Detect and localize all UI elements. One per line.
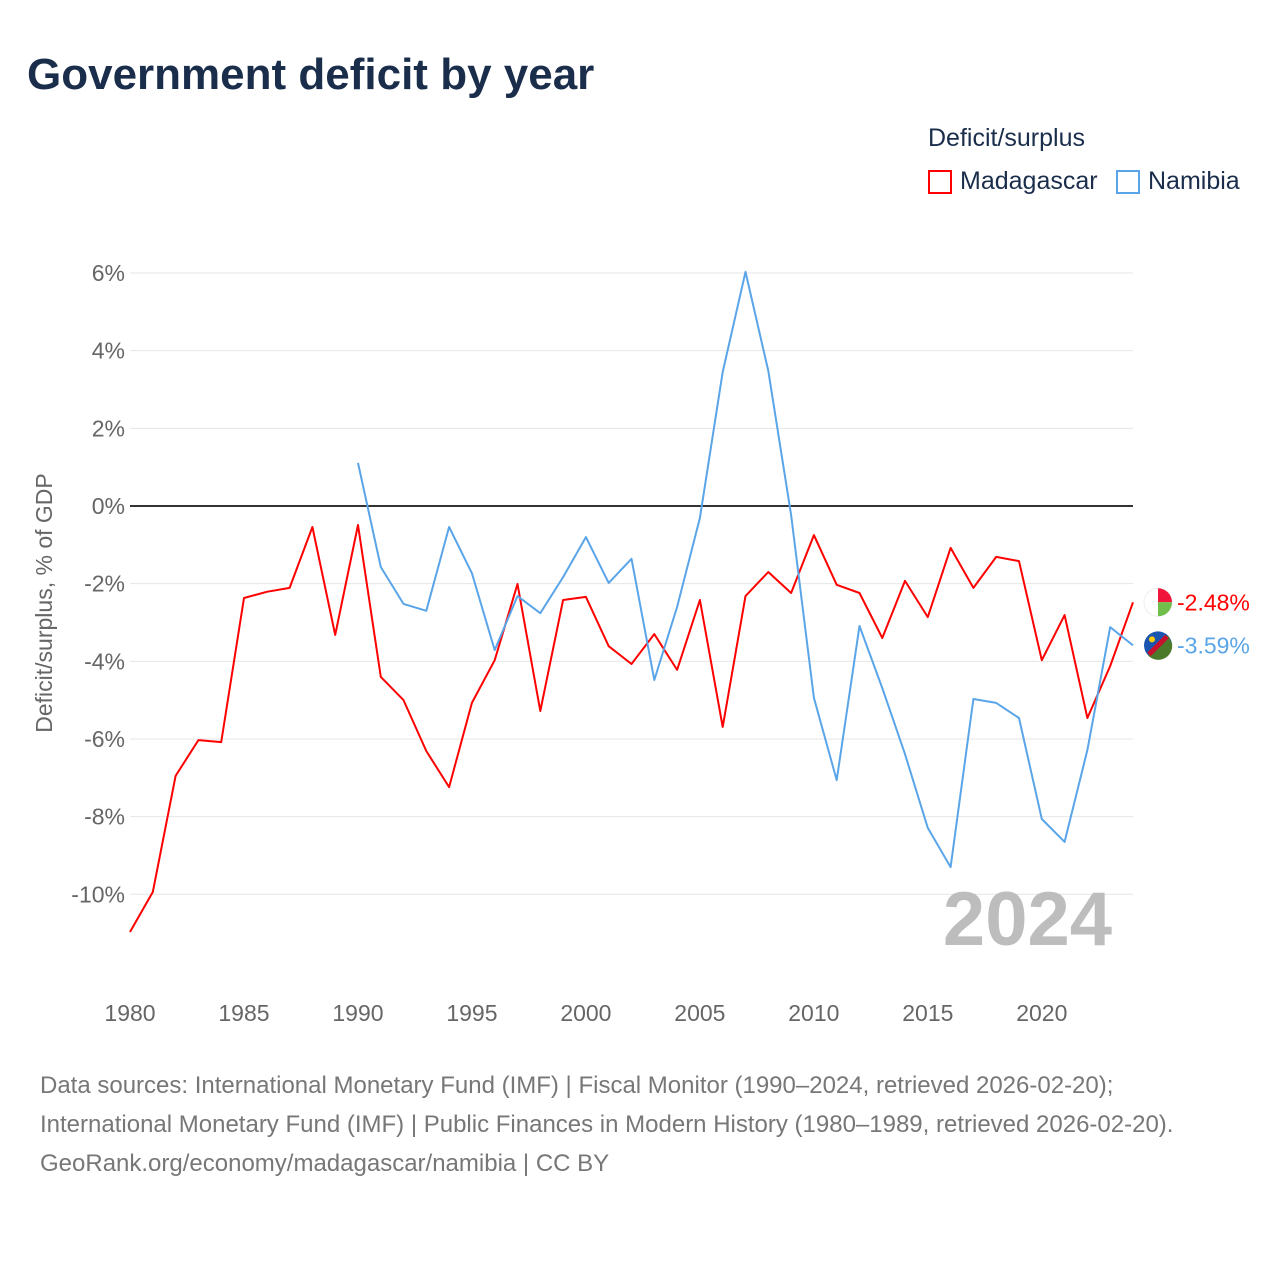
legend-item-namibia[interactable]: Namibia xyxy=(1116,167,1240,196)
end-value-label-madagascar: -2.48% xyxy=(1177,589,1250,615)
x-tick-label: 2015 xyxy=(902,1000,953,1026)
x-tick-label: 1980 xyxy=(104,1000,155,1026)
y-axis-label: Deficit/surplus, % of GDP xyxy=(31,473,57,732)
x-tick-label: 2020 xyxy=(1016,1000,1067,1026)
x-tick-label: 2010 xyxy=(788,1000,839,1026)
legend-label: Namibia xyxy=(1148,167,1240,195)
series-line-namibia xyxy=(357,270,1134,869)
flag-red-part xyxy=(1158,588,1172,603)
flag-sun xyxy=(1149,636,1155,643)
legend-item-madagascar[interactable]: Madagascar xyxy=(928,167,1098,196)
series-line-madagascar xyxy=(129,524,1134,933)
legend-title: Deficit/surplus xyxy=(928,124,1085,152)
year-label: 2024 xyxy=(943,877,1112,962)
end-value-label-namibia: -3.59% xyxy=(1177,632,1250,658)
flag-green-part xyxy=(1158,602,1172,617)
x-tick-label: 1995 xyxy=(446,1000,497,1026)
x-tick-label: 1990 xyxy=(332,1000,383,1026)
footer: Data sources: International Monetary Fun… xyxy=(40,1066,1240,1183)
plot-area: 6% 4% 2% 0% -2% -4% -6% -8% -10% 1980 1985 1990 1995… xyxy=(31,260,1250,1026)
y-tick-label: -10% xyxy=(71,881,125,907)
y-tick-label: 0% xyxy=(92,493,125,519)
data-sources: Data sources: International Monetary Fun… xyxy=(40,1072,1174,1138)
flag-green-part xyxy=(1148,635,1173,660)
credit-link[interactable]: GeoRank.org/economy/madagascar/namibia |… xyxy=(40,1150,610,1177)
legend-swatch xyxy=(1116,169,1140,194)
y-tick-label: -4% xyxy=(84,648,125,674)
flag-red-stripe xyxy=(1147,634,1169,657)
legend-label: Madagascar xyxy=(960,167,1098,195)
y-tick-label: -2% xyxy=(84,571,125,597)
x-tick-label: 2005 xyxy=(674,1000,725,1026)
y-tick-label: -8% xyxy=(84,804,125,830)
y-tick-label: 2% xyxy=(92,415,125,441)
x-tick-label: 2000 xyxy=(560,1000,611,1026)
legend-swatch xyxy=(928,169,952,194)
page-title: Government deficit by year xyxy=(27,50,595,99)
y-tick-label: 6% xyxy=(92,260,125,286)
x-tick-label: 1985 xyxy=(218,1000,269,1026)
y-tick-label: -6% xyxy=(84,726,125,752)
y-tick-label: 4% xyxy=(92,338,125,364)
